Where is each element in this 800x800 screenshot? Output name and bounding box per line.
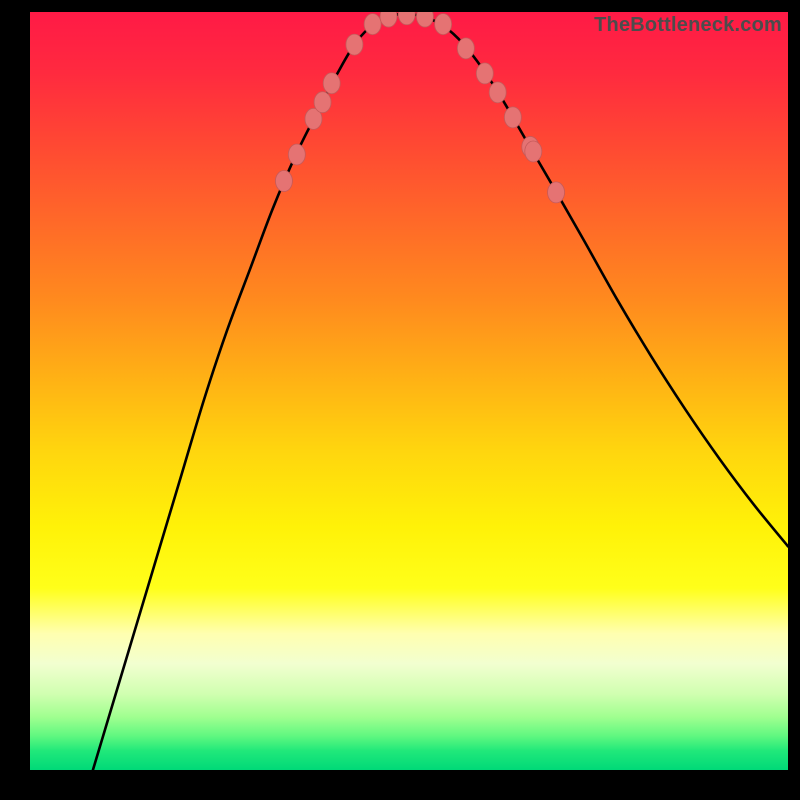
sample-marker [275, 171, 292, 192]
sample-marker [548, 182, 565, 203]
sample-marker [314, 92, 331, 113]
sample-markers [30, 12, 788, 770]
sample-marker [457, 38, 474, 59]
sample-marker [346, 34, 363, 55]
sample-marker [416, 12, 433, 27]
sample-marker [489, 82, 506, 103]
sample-marker [323, 73, 340, 94]
sample-marker [288, 144, 305, 165]
sample-marker [435, 14, 452, 35]
sample-marker [380, 12, 397, 27]
plot-area [30, 12, 788, 770]
sample-marker [525, 141, 542, 162]
watermark-text: TheBottleneck.com [594, 14, 782, 37]
sample-marker [398, 12, 415, 25]
sample-marker [504, 107, 521, 128]
sample-marker [364, 14, 381, 35]
sample-marker [476, 63, 493, 84]
chart-container: TheBottleneck.com [0, 0, 800, 800]
